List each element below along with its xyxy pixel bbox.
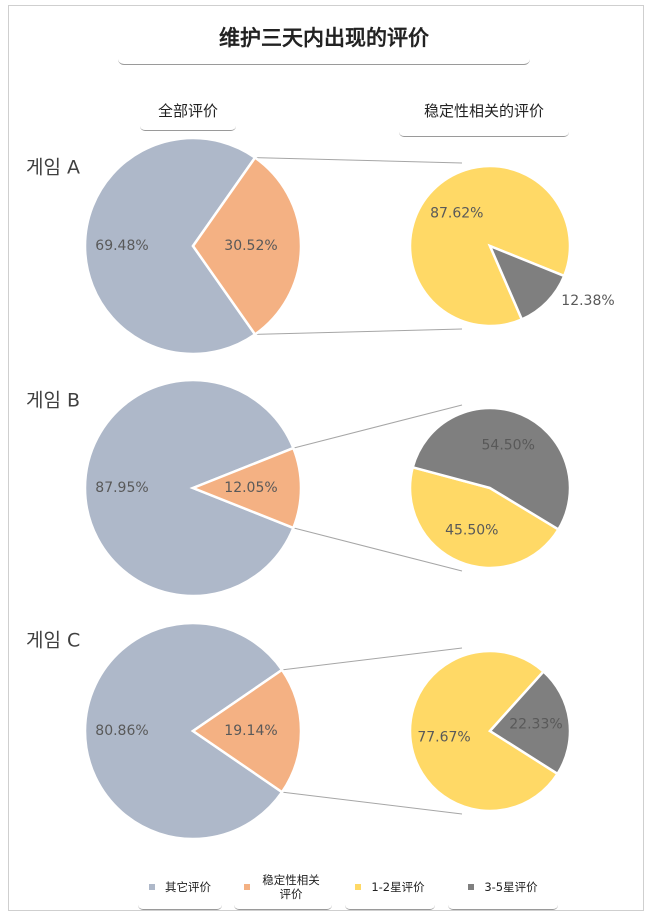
legend-item-stability: 稳定性相关评价 xyxy=(234,864,332,910)
legend-swatch xyxy=(468,883,475,890)
pie-slice-other xyxy=(83,136,257,356)
legend-swatch xyxy=(244,883,250,890)
pie-slice-stability xyxy=(189,446,303,530)
pie-slice-other xyxy=(83,378,295,598)
legend-item-other: 其它评价 xyxy=(138,864,222,910)
data-label-other: 80.86% xyxy=(95,723,148,739)
legend-item-1-2-star: 1-2星评价 xyxy=(345,864,435,910)
legend-label: 3-5星评价 xyxy=(484,879,538,894)
pie-slice-stability xyxy=(190,668,303,794)
data-label-1-2-star: 77.67% xyxy=(417,729,470,745)
data-label-stability: 19.14% xyxy=(224,723,277,739)
pie-slice-3-5-star xyxy=(488,669,572,776)
connector-line xyxy=(281,791,463,815)
pie-slice-1-2-star xyxy=(408,465,561,570)
data-label-stability: 12.05% xyxy=(224,480,277,496)
column-header-stability: 稳定性相关的评价 xyxy=(399,96,569,137)
connector-line xyxy=(293,404,463,449)
connector-line xyxy=(255,157,463,164)
legend-label: 1-2星评价 xyxy=(371,879,425,894)
legend-swatch xyxy=(355,883,362,890)
data-label-3-5-star: 12.38% xyxy=(561,293,614,309)
legend-label: 其它评价 xyxy=(165,879,211,894)
data-label-1-2-star: 45.50% xyxy=(445,523,498,539)
game-label: 게임 A xyxy=(26,157,80,179)
connector-line xyxy=(293,527,463,572)
legend-label: 稳定性相关评价 xyxy=(262,872,320,901)
pie-slice-3-5-star xyxy=(411,406,572,532)
data-label-other: 87.95% xyxy=(95,480,148,496)
game-label: 게임 B xyxy=(26,390,80,412)
pie-slice-other xyxy=(83,621,284,841)
game-label: 게임 C xyxy=(26,630,80,652)
chart-frame xyxy=(8,5,644,911)
data-label-3-5-star: 54.50% xyxy=(482,437,535,453)
data-label-3-5-star: 22.33% xyxy=(509,717,562,733)
data-label-stability: 30.52% xyxy=(224,238,277,254)
connector-line xyxy=(255,328,463,335)
connector-line xyxy=(281,647,463,671)
pie-slice-1-2-star xyxy=(408,649,560,813)
pie-slice-3-5-star xyxy=(487,243,566,322)
legend-swatch xyxy=(149,883,155,890)
data-label-1-2-star: 87.62% xyxy=(430,206,483,222)
data-label-other: 69.48% xyxy=(95,238,148,254)
column-header-all: 全部评价 xyxy=(140,96,236,131)
legend-item-3-5-star: 3-5星评价 xyxy=(448,864,558,910)
pie-slice-stability xyxy=(191,155,303,337)
chart-title: 维护三天内出现的评价 xyxy=(118,16,530,65)
